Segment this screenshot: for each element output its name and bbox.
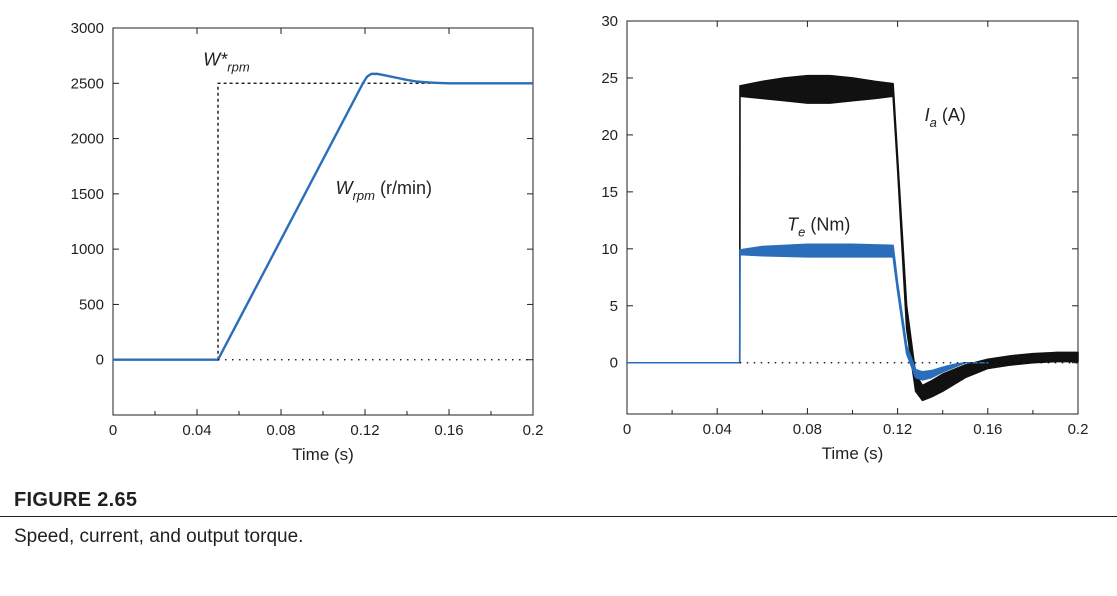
y-tick-label: 15	[601, 184, 618, 201]
x-tick-label: 0.12	[350, 422, 379, 439]
x-tick-label: 0.08	[793, 421, 822, 438]
series-annotation: W*rpm	[203, 50, 250, 75]
annotation-unit: (Nm)	[805, 215, 850, 235]
plot-frame	[112, 27, 534, 416]
annotation-subscript: a	[930, 115, 937, 130]
x-tick-label: 0.16	[434, 422, 463, 439]
figure-charts: 0 0.04 0.08 0.12 0.16 0.205001000150020002500…	[71, 13, 1089, 464]
y-tick-label: 3000	[71, 20, 104, 37]
series-current-band	[626, 74, 1079, 402]
annotation-main: T	[787, 215, 800, 235]
y-tick-label: 1000	[71, 241, 104, 258]
current-torque-chart: 0 0.04 0.08 0.12 0.16 0.2 0 5 10 15 20 25 30 Time (s)…	[601, 13, 1088, 463]
y-tick-label: 2500	[71, 75, 104, 92]
caption-divider	[0, 516, 1117, 517]
y-tick-label: 500	[79, 296, 104, 313]
x-axis-label: Time (s)	[822, 444, 884, 463]
figure-caption: Speed, current, and output torque.	[14, 526, 304, 547]
x-tick-label: 0	[109, 422, 117, 439]
series-annotation: Wrpm (r/min)	[336, 178, 432, 203]
x-tick-label: 0.2	[523, 422, 544, 439]
y-tick-label: 2000	[71, 131, 104, 148]
x-tick-label: 0.04	[182, 422, 211, 439]
x-tick-label: 0.08	[266, 422, 295, 439]
x-tick-label: 0.04	[703, 421, 732, 438]
annotation-unit: (r/min)	[375, 178, 432, 198]
x-tick-label: 0	[623, 421, 631, 438]
y-tick-label: 0	[96, 352, 104, 369]
speed-chart: 0 0.04 0.08 0.12 0.16 0.2 0 500 1000 1500 2000 2500…	[71, 20, 544, 464]
y-tick-label: 30	[601, 13, 618, 30]
annotation-main: I	[925, 105, 930, 125]
y-tick-label: 25	[601, 70, 618, 87]
x-tick-label: 0.12	[883, 421, 912, 438]
annotation-main: W	[336, 178, 355, 198]
figure-label: FIGURE 2.65	[14, 489, 138, 511]
annotation-subscript: rpm	[227, 60, 250, 75]
series-annotation: Te (Nm)	[787, 215, 850, 240]
y-tick-label: 5	[610, 298, 618, 315]
annotation-subscript: e	[798, 225, 805, 240]
y-tick-label: 20	[601, 127, 618, 144]
series-annotation: Ia (A)	[925, 105, 966, 130]
annotation-main: W*	[203, 50, 228, 70]
annotation-subscript: rpm	[353, 188, 376, 203]
series-torque-band	[626, 243, 989, 381]
x-tick-label: 0.16	[973, 421, 1002, 438]
x-axis-label: Time (s)	[292, 445, 354, 464]
reference-speed-line	[217, 82, 533, 360]
y-tick-label: 0	[610, 355, 618, 372]
y-tick-label: 10	[601, 241, 618, 258]
y-tick-label: 1500	[71, 186, 104, 203]
annotation-unit: (A)	[937, 105, 966, 125]
x-tick-label: 0.2	[1068, 421, 1089, 438]
speed-line	[113, 72, 533, 361]
